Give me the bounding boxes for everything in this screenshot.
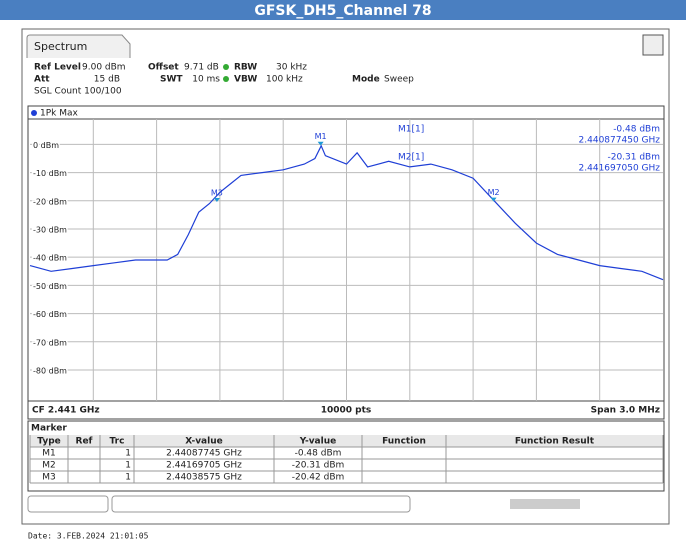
table-header-cell: Trc [110,437,125,447]
setting-value: 9.71 dB [184,63,219,73]
table-cell: 2.44087745 GHz [166,449,242,459]
sgl-count: SGL Count 100/100 [34,87,122,97]
status-box [111,495,411,513]
trace [29,144,664,281]
setting-label: Mode [352,75,380,85]
setting-label: SWT [160,75,183,85]
indicator [223,76,229,82]
marker-table [27,420,665,492]
marker-label: M3 [211,188,223,197]
table-body: Type Ref Trc X-value Y-value Function Function… [29,435,664,484]
setting-label: Offset [148,63,179,73]
table-cell: M3 [42,473,56,483]
y-tick-label: -30 dBm [33,225,67,234]
table-cell: -20.31 dBm [292,461,345,471]
table-cell: 2.44038575 GHz [166,473,242,483]
trace-indicator [31,110,37,116]
table-header-cell: Function [382,437,426,447]
table-cell: M2 [42,461,56,471]
table-cell: -0.48 dBm [295,449,342,459]
setting-value: 10 ms [192,75,220,85]
table-cell: -20.42 dBm [292,473,345,483]
y-tick-label: -60 dBm [33,310,67,319]
y-tick-label: -50 dBm [33,282,67,291]
setting-label: VBW [234,75,257,85]
y-tick-label: -70 dBm [33,338,67,347]
table-cell: 1 [125,473,131,483]
marker [213,197,220,202]
status-box [27,495,109,513]
setting-label: RBW [234,63,257,73]
setting-value: 15 dB [94,75,120,85]
title-bar [0,0,686,20]
y-tick-label: -80 dBm [33,366,67,375]
title: GFSK_DH5_Channel 78 [254,3,431,19]
marker [317,141,324,146]
readout-name: M1[1] [398,125,424,135]
y-tick-label: -40 dBm [33,254,67,263]
progress [510,499,580,509]
tab[interactable] [26,34,131,58]
setting-value: 30 kHz [276,63,307,73]
readout-freq: 2.440877450 GHz [579,136,661,146]
marker-label: M2 [488,188,500,197]
y-tick-label: -10 dBm [33,169,67,178]
setting-value: 9.00 dBm [82,63,126,73]
marker [490,197,497,202]
table-header-cell: Ref [76,437,93,447]
setting-label: Ref Level [34,63,81,73]
setting-label: Att [34,75,50,85]
y-tick-label: 0 dBm [33,141,59,150]
trace-label: 1Pk Max [40,109,79,119]
points: 10000 pts [321,406,372,416]
y-tick-label: -20 dBm [33,197,67,206]
date: Date: 3.FEB.2024 21:01:05 [28,532,149,541]
readout-level: -0.48 dBm [613,125,660,135]
marker-table-title: Marker [31,424,67,434]
span: Span 3.0 MHz [591,406,660,416]
table-cell: M1 [42,449,56,459]
center-frequency: CF 2.441 GHz [32,406,100,416]
readout-freq: 2.441697050 GHz [579,164,661,174]
table-header-cell: Type [37,437,60,447]
table-cell: 1 [125,461,131,471]
indicator [223,64,229,70]
setting-value: Sweep [384,75,414,85]
table-header [30,435,663,447]
icon[interactable] [642,34,664,56]
plot: 0 dBm -10 dBm -20 dBm -30 dBm -40 dBm -50 dBm… [29,119,664,401]
marker-label: M1 [315,132,327,141]
table-header-cell: Y-value [299,437,336,447]
table-cell: 2.44169705 GHz [166,461,242,471]
readout-name: M2[1] [398,153,424,163]
tab-label: Spectrum [34,40,87,53]
table-cell: 1 [125,449,131,459]
setting-value: 100 kHz [266,75,303,85]
table-header-cell: X-value [185,437,222,447]
table-header-cell: Function Result [515,437,595,447]
readout-level: -20.31 dBm [607,153,660,163]
